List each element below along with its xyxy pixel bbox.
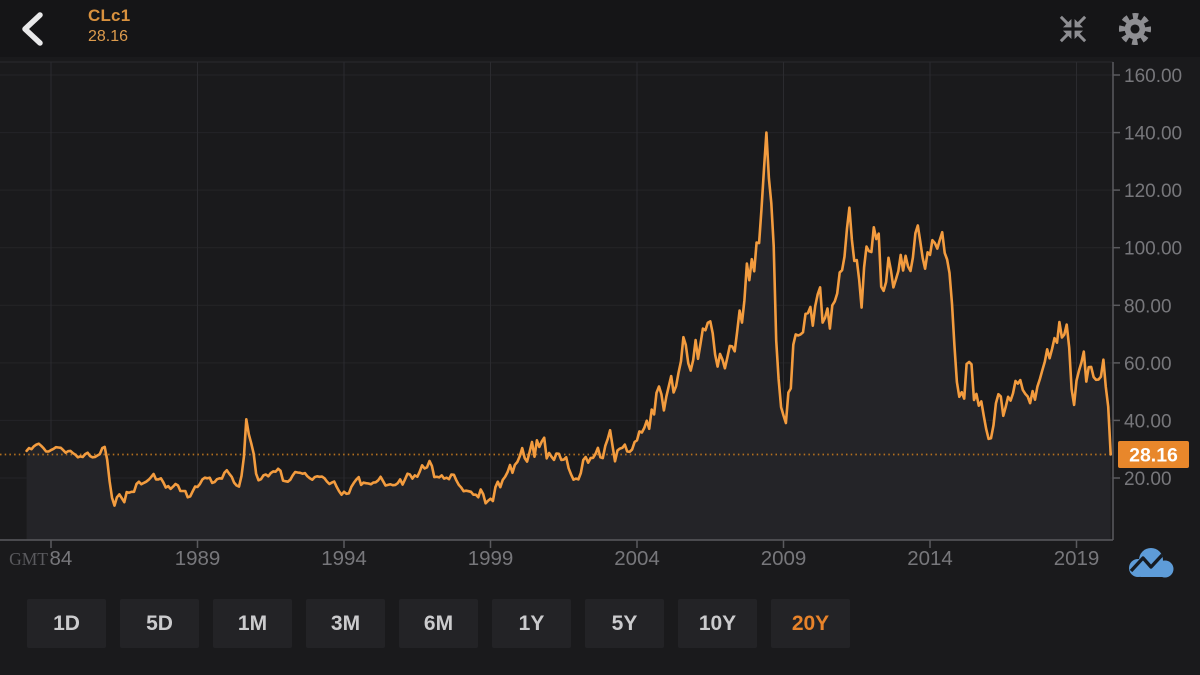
- price-line: [25, 131, 1112, 507]
- range-button-5d[interactable]: 5D: [120, 599, 199, 648]
- y-axis-tick-label: 120.00: [1124, 181, 1182, 202]
- collapse-arrows-icon: [1059, 15, 1087, 43]
- y-axis-tick-label: 140.00: [1124, 124, 1182, 145]
- x-axis-tick-label: 1989: [175, 547, 221, 570]
- back-button[interactable]: [10, 6, 56, 52]
- y-axis-tick-label: 60.00: [1124, 354, 1172, 375]
- y-axis-tick-label: 20.00: [1124, 469, 1172, 490]
- gear-icon: [1118, 12, 1152, 46]
- y-axis-tick-label: 40.00: [1124, 411, 1172, 432]
- range-button-5y[interactable]: 5Y: [585, 599, 664, 648]
- x-axis-tick-label: 2009: [761, 547, 807, 570]
- x-axis-tick-label: 1994: [321, 547, 367, 570]
- range-button-1m[interactable]: 1M: [213, 599, 292, 648]
- price-axis-label: 28.16: [1129, 445, 1178, 467]
- range-button-1y[interactable]: 1Y: [492, 599, 571, 648]
- timezone-label: GMT: [9, 549, 48, 569]
- range-button-3m[interactable]: 3M: [306, 599, 385, 648]
- symbol-name: CLc1: [88, 6, 131, 25]
- range-selector: 1D 5D 1M 3M 6M 1Y 5Y 10Y 20Y: [27, 599, 850, 648]
- cloud-line-chart-icon: [1129, 548, 1174, 578]
- x-axis-tick-label: 2019: [1054, 547, 1100, 570]
- x-axis-tick-label: 2014: [907, 547, 953, 570]
- chart-style-button[interactable]: [1122, 543, 1180, 583]
- collapse-button[interactable]: [1054, 10, 1092, 48]
- symbol-block: CLc1 28.16: [88, 7, 130, 45]
- header-actions: [1054, 10, 1154, 48]
- y-axis-tick-label: 100.00: [1124, 239, 1182, 260]
- range-button-20y[interactable]: 20Y: [771, 599, 850, 648]
- range-button-10y[interactable]: 10Y: [678, 599, 757, 648]
- header: CLc1 28.16: [0, 0, 1200, 57]
- price-axis-label-box: [1118, 441, 1189, 468]
- x-axis-tick-label: 1999: [468, 547, 514, 570]
- back-chevron-icon: [22, 12, 43, 46]
- x-axis-tick-label: 84: [50, 547, 73, 570]
- range-button-1d[interactable]: 1D: [27, 599, 106, 648]
- area-fill: [26, 132, 1111, 540]
- symbol-last-price: 28.16: [88, 28, 129, 45]
- settings-button[interactable]: [1116, 10, 1154, 48]
- y-axis-tick-label: 80.00: [1124, 296, 1172, 317]
- price-chart[interactable]: 160.00 140.00 120.00 100.00 80.00 60.00 40.00 2…: [0, 57, 1200, 590]
- y-axis-tick-label: 160.00: [1124, 66, 1182, 87]
- range-button-6m[interactable]: 6M: [399, 599, 478, 648]
- x-axis-tick-label: 2004: [614, 547, 660, 570]
